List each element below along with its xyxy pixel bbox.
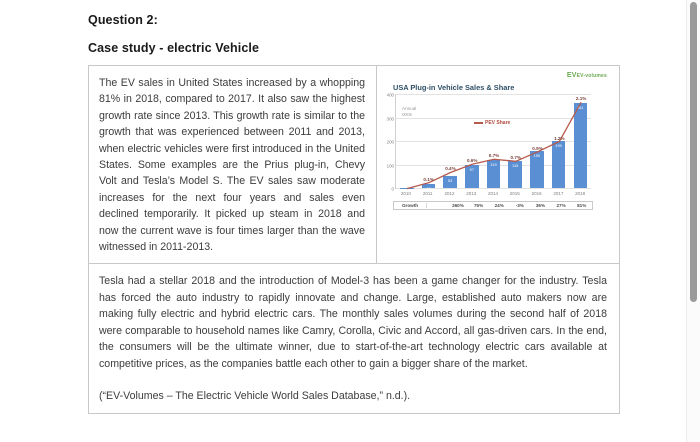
gridline: 300 (387, 116, 591, 121)
document-content: Question 2: Case study - electric Vehicl… (88, 13, 620, 414)
bar-cell: 115 (504, 94, 526, 188)
x-tick-label: 2016 (531, 191, 542, 196)
bar: 199 (551, 141, 566, 188)
growth-value: -3% (515, 203, 524, 208)
x-tick-label: 2011 (422, 191, 433, 196)
growth-value: 260% (452, 203, 464, 208)
chart-x-axis: 2010 2011 2012 2013 2014 2015 2016 2017 2018 (395, 191, 591, 196)
y-tick-label: 400 (386, 92, 394, 98)
bar: 97 (465, 165, 479, 188)
pev-share-label: 0.9% (532, 145, 543, 151)
bar-value-label: 18 (426, 185, 431, 191)
bar: 18 (421, 183, 436, 191)
pev-share-label: 0.6% (466, 158, 478, 164)
growth-value: 75% (473, 203, 484, 208)
bar-cell: 97 (461, 94, 483, 188)
bar-value-label: 159 (533, 152, 541, 158)
bar: 119 (486, 160, 501, 188)
bar-value-label: 119 (490, 162, 497, 168)
paragraph-1: The EV sales in United States increased … (99, 77, 365, 254)
chart-bars: 18 53 97 119 115 159 199 361 (396, 94, 591, 191)
pev-share-label: 2.1% (575, 96, 587, 102)
gridline: 200 (387, 140, 591, 145)
bar-cell: 159 (526, 94, 548, 188)
bar: 53 (443, 175, 457, 188)
citation: (“EV-Volumes – The Electric Vehicle Worl… (99, 389, 411, 402)
logo-text: EV-volumes (576, 73, 607, 79)
bar-value-label: 97 (469, 167, 475, 173)
chart-column: EVEV-volumes USA Plug-in Vehicle Sales &… (377, 66, 619, 226)
y-tick-label: 300 (386, 116, 394, 121)
growth-value: 36% (535, 203, 546, 208)
bar-value-label: 199 (555, 143, 562, 149)
bar-cell (396, 94, 418, 188)
chart-legend: PEV Share (474, 120, 510, 126)
body-section: Tesla had a stellar 2018 and the introdu… (89, 264, 619, 377)
pev-share-line (406, 101, 582, 190)
legend-line-icon (474, 122, 483, 124)
x-tick-label: 2017 (553, 191, 564, 196)
gridline: 400 (387, 93, 591, 98)
pev-share-label: 0.1% (423, 176, 434, 182)
bar-cell: 119 (483, 94, 505, 188)
case-study-box: The EV sales in United States increased … (88, 65, 620, 414)
ev-volumes-logo: EVEV-volumes (566, 72, 607, 79)
y-tick-label: 200 (386, 139, 394, 145)
x-tick-label: 2010 (400, 191, 411, 196)
ev-sales-chart: EVEV-volumes USA Plug-in Vehicle Sales &… (381, 72, 609, 222)
x-tick-label: 2015 (509, 191, 520, 196)
growth-value: 24% (494, 203, 504, 208)
bar-cell: 53 (439, 94, 461, 188)
bar-cell: 199 (548, 94, 570, 188)
growth-row-label: Growth (394, 203, 427, 208)
vertical-scrollbar[interactable] (686, 0, 700, 442)
x-tick-label: 2013 (466, 191, 477, 196)
y-tick-label: 100 (386, 163, 394, 168)
chart-title: USA Plug-in Vehicle Sales & Share (393, 83, 515, 92)
growth-value: 27% (556, 203, 566, 208)
x-tick-label: 2012 (444, 191, 455, 196)
scrollbar-thumb[interactable] (690, 2, 697, 302)
chart-plot-area: 400 300 200 100 0 Annual 000s PEV Share 1… (387, 93, 591, 192)
growth-row: Growth 260% 75% 24% -3% 36% 27% 81% (393, 201, 593, 210)
paragraph-2: Tesla had a stellar 2018 and the introdu… (99, 275, 607, 370)
bar: 115 (508, 160, 522, 188)
x-tick-label: 2018 (575, 191, 586, 196)
pev-share-label: 0.7% (510, 155, 522, 161)
x-tick-label: 2014 (488, 191, 499, 196)
chart-annotation: Annual 000s (402, 106, 417, 117)
bar: 159 (530, 150, 544, 188)
intro-section: The EV sales in United States increased … (89, 66, 619, 265)
bar-value-label: 53 (448, 177, 453, 183)
case-study-heading: Case study - electric Vehicle (88, 41, 260, 55)
gridline: 0 (392, 187, 591, 192)
page-title: Question 2: (88, 13, 158, 27)
bar-value-label: 115 (512, 162, 519, 168)
pev-share-label: 1.2% (554, 135, 565, 141)
bar-cell: 18 (418, 94, 440, 191)
paragraph-column: The EV sales in United States increased … (89, 66, 377, 264)
growth-value: 81% (577, 203, 587, 208)
bar: 361 (573, 103, 587, 188)
bar-value-label: 361 (576, 105, 584, 111)
bar-cell: 361 (569, 94, 591, 188)
y-tick-label: 0 (391, 186, 394, 192)
pev-share-label: 0.7% (488, 153, 500, 159)
legend-label: PEV Share (485, 120, 511, 126)
pev-share-label: 0.4% (445, 166, 456, 172)
